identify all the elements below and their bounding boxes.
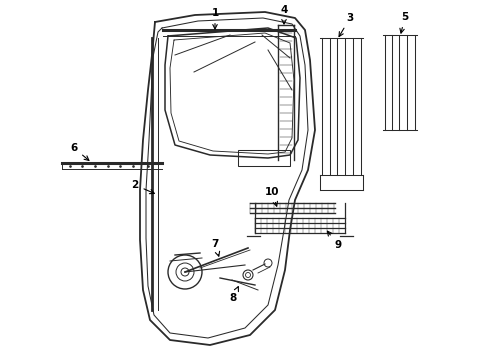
- Text: 9: 9: [327, 231, 342, 250]
- Text: 2: 2: [131, 180, 154, 194]
- Text: 1: 1: [211, 8, 219, 29]
- Text: 3: 3: [339, 13, 354, 36]
- Text: 10: 10: [265, 187, 279, 206]
- Text: 6: 6: [71, 143, 89, 161]
- Text: 5: 5: [400, 12, 409, 33]
- Text: 7: 7: [211, 239, 220, 256]
- Text: 8: 8: [229, 287, 239, 303]
- Bar: [238, 150, 290, 166]
- Text: 4: 4: [280, 5, 288, 24]
